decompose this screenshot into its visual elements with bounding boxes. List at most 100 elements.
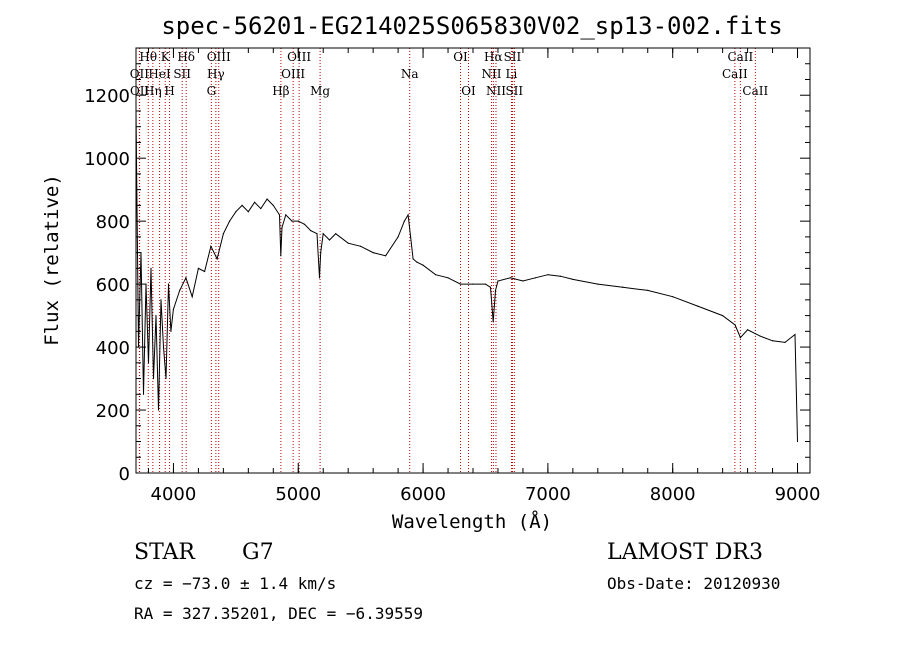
data-point-63 — [492, 321, 494, 323]
data-point-37 — [297, 220, 299, 222]
data-point-55 — [416, 261, 418, 263]
data-point-10 — [160, 299, 162, 301]
data-point-11 — [162, 346, 165, 348]
line-label-22: SII — [504, 50, 522, 64]
line-label-15: Mg — [310, 84, 330, 98]
y-tick-label-0: 0 — [119, 464, 130, 485]
data-point-46 — [347, 242, 349, 244]
data-point-20 — [204, 270, 206, 273]
line-label-9: OIII — [207, 50, 231, 64]
x-tick-label-5000: 5000 — [275, 484, 321, 505]
line-label-0: Hθ — [139, 50, 157, 64]
data-point-40 — [316, 233, 318, 235]
line-label-2: OII — [130, 84, 150, 98]
y-tick-label-400: 400 — [96, 338, 130, 359]
data-point-7 — [152, 377, 155, 380]
line-label-25: CaII — [727, 50, 753, 64]
spectrum-chart: spec-56201-EG214025S065830V02_sp13-002.f… — [41, 12, 820, 533]
spectrum-series — [135, 110, 799, 443]
data-point-54 — [412, 258, 414, 260]
data-point-51 — [403, 220, 405, 222]
data-point-38 — [303, 223, 306, 225]
data-point-19 — [197, 267, 200, 269]
line-label-4: K — [161, 50, 171, 64]
data-point-5 — [147, 362, 150, 364]
line-label-11: G — [207, 84, 217, 98]
data-point-71 — [572, 278, 574, 280]
line-label-10: Hγ — [207, 67, 225, 81]
data-point-16 — [179, 289, 181, 292]
line-label-6: H — [164, 84, 174, 98]
y-tick-label-800: 800 — [96, 212, 130, 233]
data-point-8 — [155, 314, 157, 317]
data-point-78 — [734, 324, 736, 326]
series-line-spectrum — [135, 110, 798, 442]
survey-name: LAMOST DR3 — [607, 540, 763, 565]
data-point-73 — [622, 286, 624, 288]
x-axis-ticks: 4000 5000 6000 7000 8000 9000 — [147, 48, 820, 505]
data-point-58 — [447, 277, 449, 279]
line-label-8: Hδ — [177, 50, 195, 64]
data-point-59 — [459, 283, 462, 285]
spectral-line-markers — [138, 48, 756, 473]
redshift-readout: cz = −73.0 ± 1.4 km/s — [134, 574, 337, 593]
data-point-83 — [784, 341, 786, 343]
line-label-19: Hα — [484, 50, 503, 64]
data-point-66 — [509, 277, 512, 279]
data-point-50 — [397, 236, 399, 238]
data-point-84 — [794, 333, 796, 336]
data-point-67 — [522, 280, 524, 282]
data-point-44 — [328, 239, 331, 241]
object-subclass: G7 — [242, 540, 274, 565]
y-tick-label-1200: 1200 — [84, 86, 130, 107]
data-point-62 — [489, 286, 492, 288]
data-point-31 — [272, 204, 274, 207]
chart-title: spec-56201-EG214025S065830V02_sp13-002.f… — [161, 12, 782, 40]
data-point-12 — [165, 377, 167, 380]
data-point-81 — [759, 335, 761, 337]
data-point-77 — [722, 314, 724, 317]
data-point-13 — [167, 283, 170, 285]
data-point-72 — [597, 283, 599, 285]
line-label-24: SII — [505, 84, 523, 98]
data-point-9 — [157, 409, 160, 411]
data-point-24 — [229, 220, 231, 222]
data-point-52 — [407, 214, 409, 216]
data-point-65 — [497, 280, 499, 282]
line-label-12: Hβ — [272, 84, 289, 98]
data-point-22 — [216, 258, 218, 260]
line-label-21: NII — [486, 84, 506, 98]
data-point-26 — [241, 204, 243, 207]
coordinates-readout: RA = 327.35201, DEC = −6.39559 — [134, 604, 423, 623]
x-tick-label-7000: 7000 — [525, 484, 571, 505]
line-label-17: OI — [453, 50, 468, 64]
data-point-79 — [739, 337, 741, 339]
data-point-28 — [253, 201, 256, 203]
x-tick-label-8000: 8000 — [650, 484, 696, 505]
data-point-18 — [191, 296, 193, 298]
data-point-45 — [335, 233, 337, 235]
y-tick-label-600: 600 — [96, 275, 130, 296]
data-point-64 — [494, 289, 497, 292]
y-axis-ticks: 0 200 400 600 800 1000 1200 — [84, 63, 810, 485]
data-point-42 — [320, 252, 322, 254]
data-point-70 — [559, 275, 561, 277]
line-label-18: OI — [461, 84, 476, 98]
x-tick-label-6000: 6000 — [400, 484, 446, 505]
data-point-56 — [422, 264, 424, 266]
data-point-82 — [771, 340, 774, 342]
object-class: STAR — [134, 540, 195, 565]
data-point-68 — [534, 277, 537, 279]
line-label-7: SII — [173, 67, 191, 81]
line-label-16: Na — [401, 67, 419, 81]
data-point-23 — [222, 233, 224, 235]
data-point-47 — [360, 245, 362, 247]
data-point-60 — [472, 283, 474, 285]
data-point-53 — [409, 236, 412, 238]
data-point-48 — [372, 252, 374, 254]
data-point-76 — [697, 305, 699, 307]
data-point-34 — [281, 226, 283, 229]
data-point-39 — [310, 229, 312, 232]
data-point-43 — [322, 233, 324, 235]
